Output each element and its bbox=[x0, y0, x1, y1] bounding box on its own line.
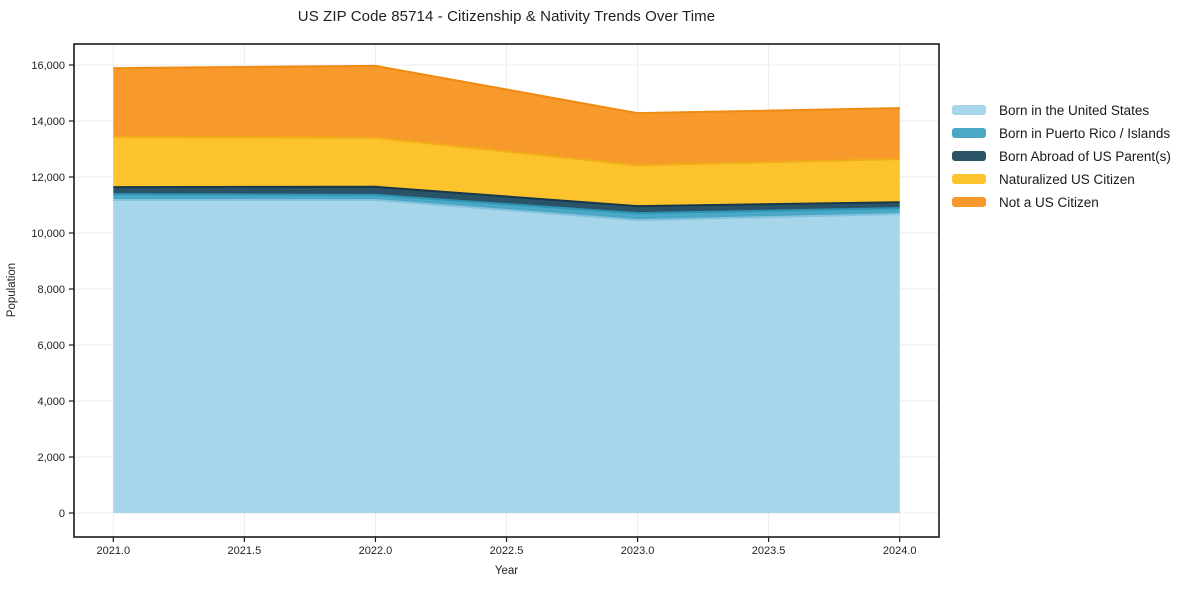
y-tick-label: 16,000 bbox=[31, 60, 65, 72]
area-naturalized-us-citizen bbox=[113, 136, 900, 207]
area-born-abroad-of-us-parent-s- bbox=[113, 186, 900, 214]
area-born-in-puerto-rico-islands bbox=[113, 194, 900, 221]
legend-label: Born in the United States bbox=[999, 102, 1150, 118]
legend-item: Naturalized US Citizen bbox=[952, 171, 1171, 187]
chart-title: US ZIP Code 85714 - Citizenship & Nativi… bbox=[297, 8, 716, 25]
legend-item: Not a US Citizen bbox=[952, 194, 1171, 210]
y-tick-label: 4,000 bbox=[37, 396, 65, 408]
y-tick-label: 10,000 bbox=[31, 228, 65, 240]
y-tick-label: 0 bbox=[59, 508, 65, 520]
legend-item: Born in Puerto Rico / Islands bbox=[952, 125, 1171, 141]
legend-swatch bbox=[952, 197, 986, 207]
x-tick-label: 2021.0 bbox=[96, 545, 130, 557]
legend-swatch bbox=[952, 128, 986, 138]
x-tick-label: 2024.0 bbox=[883, 545, 917, 557]
legend-swatch bbox=[952, 174, 986, 184]
legend-item: Born Abroad of US Parent(s) bbox=[952, 148, 1171, 164]
legend-label: Not a US Citizen bbox=[999, 194, 1099, 210]
legend-label: Naturalized US Citizen bbox=[999, 171, 1135, 187]
area-edge-line bbox=[113, 135, 900, 167]
area-edge-line bbox=[113, 198, 900, 222]
area-edge-line bbox=[113, 64, 900, 115]
legend: Born in the United States Born in Puerto … bbox=[952, 102, 1171, 210]
legend-swatch bbox=[952, 151, 986, 161]
y-tick-label: 8,000 bbox=[37, 284, 65, 296]
legend-item: Born in the United States bbox=[952, 102, 1171, 118]
x-tick-label: 2023.0 bbox=[621, 545, 655, 557]
legend-swatch bbox=[952, 105, 986, 115]
area-not-a-us-citizen bbox=[113, 65, 900, 166]
y-tick-label: 6,000 bbox=[37, 340, 65, 352]
x-tick-label: 2022.0 bbox=[359, 545, 393, 557]
area-edge-line bbox=[113, 193, 900, 215]
x-axis-label: Year bbox=[494, 565, 519, 577]
area-born-in-the-united-states bbox=[113, 199, 900, 514]
y-tick-label: 2,000 bbox=[37, 452, 65, 464]
y-tick-label: 14,000 bbox=[31, 116, 65, 128]
legend-label: Born in Puerto Rico / Islands bbox=[999, 125, 1171, 141]
x-tick-label: 2021.5 bbox=[228, 545, 262, 557]
y-tick-label: 12,000 bbox=[31, 172, 65, 184]
x-tick-label: 2023.5 bbox=[752, 545, 786, 557]
x-tick-label: 2022.5 bbox=[490, 545, 524, 557]
area-edge-line bbox=[113, 185, 900, 208]
legend-label: Born Abroad of US Parent(s) bbox=[999, 148, 1171, 164]
